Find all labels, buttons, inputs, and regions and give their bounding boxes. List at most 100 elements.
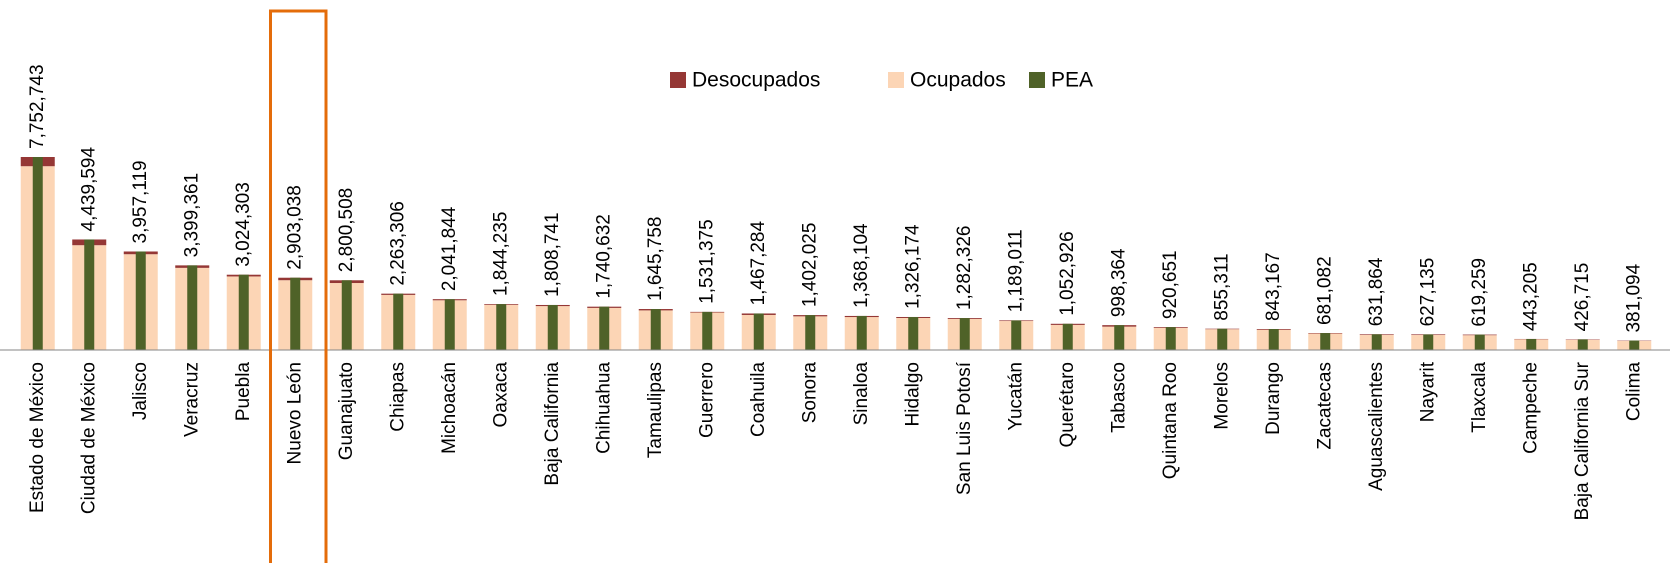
x-tick-label: Jalisco xyxy=(130,362,151,420)
value-label: 1,402,025 xyxy=(799,223,820,308)
value-label: 4,439,594 xyxy=(78,147,99,232)
pea-bar xyxy=(135,251,146,350)
pea-bar xyxy=(1011,320,1022,350)
x-tick-label: Tabasco xyxy=(1108,362,1129,433)
x-tick-label: Puebla xyxy=(233,362,254,422)
legend-label: Desocupados xyxy=(692,69,820,92)
x-tick-label: Colima xyxy=(1623,362,1644,422)
pea-bar xyxy=(84,239,95,350)
x-tick-label: Nayarit xyxy=(1417,361,1438,422)
pea-bar xyxy=(1320,333,1331,350)
pea-bar xyxy=(187,265,198,350)
pea-bar xyxy=(1423,334,1434,350)
value-label: 443,205 xyxy=(1520,262,1541,331)
value-label: 631,864 xyxy=(1366,257,1387,326)
pea-bar xyxy=(599,306,610,350)
value-label: 1,467,284 xyxy=(748,221,769,306)
pea-bar xyxy=(393,293,404,350)
pea-bar xyxy=(1114,325,1125,350)
value-label: 2,800,508 xyxy=(336,188,357,273)
x-tick-label: San Luis Potosí xyxy=(954,361,975,495)
pea-bar xyxy=(1474,334,1485,350)
x-tick-label: Aguascalientes xyxy=(1366,362,1387,491)
x-tick-label: Tamaulipas xyxy=(645,362,666,458)
x-tick-label: Nuevo León xyxy=(284,362,305,464)
highlight-box xyxy=(269,9,328,563)
x-tick-label: Chiapas xyxy=(387,362,408,432)
pea-bar xyxy=(32,157,43,350)
pea-bar xyxy=(856,315,867,350)
pea-bar xyxy=(1268,329,1279,350)
x-tick-label: Campeche xyxy=(1520,362,1541,454)
x-tick-label: Estado de México xyxy=(27,362,48,513)
pea-bar xyxy=(908,316,919,350)
pea-bar xyxy=(238,274,249,350)
value-label: 7,752,743 xyxy=(27,64,48,149)
value-label: 843,167 xyxy=(1263,252,1284,321)
value-label: 426,715 xyxy=(1572,263,1593,332)
value-label: 627,135 xyxy=(1417,258,1438,327)
pea-bar xyxy=(1217,328,1228,350)
value-label: 855,311 xyxy=(1211,253,1232,320)
value-label: 1,844,235 xyxy=(490,212,511,297)
x-tick-label: Tlaxcala xyxy=(1469,362,1490,433)
pea-bar xyxy=(650,309,661,350)
value-label: 681,082 xyxy=(1314,256,1335,325)
pea-bar xyxy=(805,315,816,350)
x-tick-label: Yucatán xyxy=(1005,362,1026,431)
x-tick-label: Morelos xyxy=(1211,362,1232,430)
value-label: 1,368,104 xyxy=(851,223,872,308)
pea-bar xyxy=(547,304,558,350)
pea-bar xyxy=(496,304,507,350)
legend-label: Ocupados xyxy=(910,69,1006,92)
x-tick-label: Quintana Roo xyxy=(1160,362,1181,479)
x-tick-label: Querétaro xyxy=(1057,362,1078,448)
value-label: 1,808,741 xyxy=(542,212,563,297)
x-tick-label: Baja California Sur xyxy=(1572,361,1593,520)
value-label: 2,263,306 xyxy=(387,201,408,286)
x-tick-label: Hidalgo xyxy=(902,362,923,426)
x-tick-label: Zacatecas xyxy=(1314,362,1335,450)
pea-bar xyxy=(1577,339,1588,350)
x-tick-label: Ciudad de México xyxy=(78,362,99,514)
x-tick-label: Durango xyxy=(1263,362,1284,435)
value-label: 1,740,632 xyxy=(593,214,614,299)
x-tick-label: Veracruz xyxy=(181,362,202,437)
x-tick-label: Guerrero xyxy=(696,362,717,438)
x-tick-label: Chihuahua xyxy=(593,362,614,454)
value-label: 1,531,375 xyxy=(696,219,717,304)
value-label: 1,326,174 xyxy=(902,224,923,309)
value-label: 3,024,303 xyxy=(233,182,254,267)
value-label: 1,645,758 xyxy=(645,216,666,301)
value-label: 1,282,326 xyxy=(954,226,975,311)
value-label: 3,399,361 xyxy=(181,173,202,258)
pea-bar xyxy=(702,311,713,350)
x-tick-label: Sinaloa xyxy=(851,362,872,426)
x-tick-label: Coahuila xyxy=(748,362,769,437)
legend-swatch xyxy=(670,72,686,88)
pea-bar xyxy=(959,318,970,350)
pea-bar xyxy=(1526,338,1537,350)
x-tick-label: Michoacán xyxy=(439,362,460,454)
value-label: 998,364 xyxy=(1108,248,1129,317)
x-tick-label: Oaxaca xyxy=(490,362,511,428)
legend-label: PEA xyxy=(1051,69,1093,92)
value-label: 3,957,119 xyxy=(130,160,151,243)
pea-bar xyxy=(290,277,301,350)
value-label: 2,041,844 xyxy=(439,206,460,291)
pea-bar xyxy=(341,280,352,350)
value-label: 381,094 xyxy=(1623,263,1644,332)
value-label: 920,651 xyxy=(1160,250,1181,319)
value-label: 1,189,011 xyxy=(1005,229,1026,312)
pea-bar xyxy=(1371,334,1382,350)
legend-swatch xyxy=(888,72,904,88)
value-label: 2,903,038 xyxy=(284,185,305,270)
x-tick-label: Baja California xyxy=(542,362,563,486)
pea-bar xyxy=(1629,340,1640,350)
pea-bar xyxy=(1062,323,1073,350)
value-label: 1,052,926 xyxy=(1057,231,1078,316)
pea-bar xyxy=(753,313,764,350)
pea-bar xyxy=(1165,327,1176,350)
value-label: 619,259 xyxy=(1469,258,1490,327)
